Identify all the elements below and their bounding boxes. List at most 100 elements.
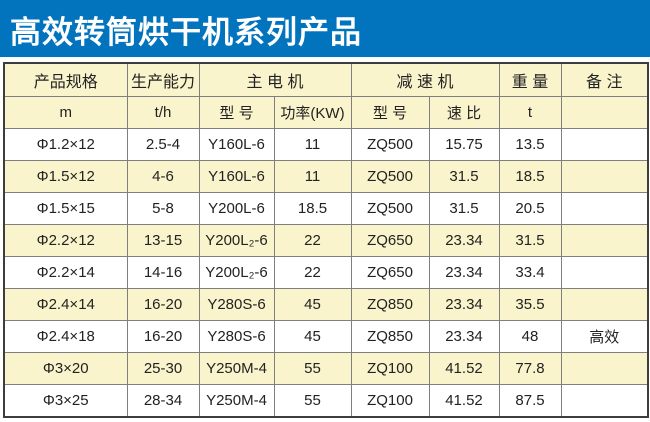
table-row: Φ2.2×12 13-15 Y200L₂-6 22 ZQ650 23.34 31.5 xyxy=(3,224,649,257)
cell-motor-power: 22 xyxy=(273,224,352,257)
cell-weight: 35.5 xyxy=(498,288,562,321)
col-header-remark: 备 注 xyxy=(560,62,649,97)
cell-reducer-model: ZQ500 xyxy=(350,128,430,161)
cell-weight: 13.5 xyxy=(498,128,562,161)
product-spec-table: 产品规格 生产能力 主 电 机 减 速 机 重 量 备 注 m t/h 型 号 … xyxy=(3,62,649,418)
col-header-reducer-ratio: 速 比 xyxy=(428,96,500,129)
cell-remark xyxy=(560,256,649,289)
cell-weight: 18.5 xyxy=(498,160,562,193)
cell-motor-power: 18.5 xyxy=(273,192,352,225)
cell-remark xyxy=(560,384,649,418)
cell-motor-model: Y160L-6 xyxy=(198,128,275,161)
cell-spec: Φ3×25 xyxy=(3,384,128,418)
spec-table-wrap: 产品规格 生产能力 主 电 机 减 速 机 重 量 备 注 m t/h 型 号 … xyxy=(0,57,650,418)
cell-reducer-ratio: 31.5 xyxy=(428,160,500,193)
page-banner: 高效转筒烘干机系列产品 xyxy=(0,0,650,57)
cell-spec: Φ2.4×14 xyxy=(3,288,128,321)
col-header-weight-unit: t xyxy=(498,96,562,129)
cell-reducer-model: ZQ100 xyxy=(350,352,430,385)
cell-spec: Φ2.2×14 xyxy=(3,256,128,289)
cell-motor-power: 55 xyxy=(273,352,352,385)
table-row: Φ1.5×12 4-6 Y160L-6 11 ZQ500 31.5 18.5 xyxy=(3,160,649,193)
cell-capacity: 16-20 xyxy=(126,288,200,321)
cell-reducer-ratio: 15.75 xyxy=(428,128,500,161)
cell-motor-model: Y250M-4 xyxy=(198,384,275,418)
col-header-capacity-unit: t/h xyxy=(126,96,200,129)
cell-reducer-model: ZQ850 xyxy=(350,288,430,321)
col-header-motor: 主 电 机 xyxy=(198,62,352,97)
cell-motor-power: 55 xyxy=(273,384,352,418)
cell-remark xyxy=(560,352,649,385)
col-header-reducer-model: 型 号 xyxy=(350,96,430,129)
cell-weight: 77.8 xyxy=(498,352,562,385)
cell-remark xyxy=(560,192,649,225)
cell-reducer-ratio: 23.34 xyxy=(428,224,500,257)
cell-spec: Φ2.4×18 xyxy=(3,320,128,353)
cell-reducer-ratio: 23.34 xyxy=(428,256,500,289)
cell-motor-model: Y280S-6 xyxy=(198,288,275,321)
cell-reducer-ratio: 31.5 xyxy=(428,192,500,225)
cell-reducer-model: ZQ850 xyxy=(350,320,430,353)
cell-remark: 高效 xyxy=(560,320,649,353)
col-header-spec-unit: m xyxy=(3,96,128,129)
header-unit-row: m t/h 型 号 功率(KW) 型 号 速 比 t xyxy=(3,96,649,129)
cell-reducer-ratio: 41.52 xyxy=(428,384,500,418)
cell-motor-model: Y160L-6 xyxy=(198,160,275,193)
cell-weight: 33.4 xyxy=(498,256,562,289)
cell-motor-model: Y200L₂-6 xyxy=(198,256,275,289)
table-header: 产品规格 生产能力 主 电 机 减 速 机 重 量 备 注 m t/h 型 号 … xyxy=(3,62,649,129)
cell-reducer-ratio: 23.34 xyxy=(428,288,500,321)
table-row: Φ3×20 25-30 Y250M-4 55 ZQ100 41.52 77.8 xyxy=(3,352,649,385)
cell-reducer-model: ZQ100 xyxy=(350,384,430,418)
header-group-row: 产品规格 生产能力 主 电 机 减 速 机 重 量 备 注 xyxy=(3,62,649,97)
cell-reducer-model: ZQ500 xyxy=(350,160,430,193)
cell-spec: Φ1.5×15 xyxy=(3,192,128,225)
cell-capacity: 2.5-4 xyxy=(126,128,200,161)
page-title: 高效转筒烘干机系列产品 xyxy=(10,15,362,50)
cell-reducer-model: ZQ500 xyxy=(350,192,430,225)
cell-capacity: 5-8 xyxy=(126,192,200,225)
cell-motor-model: Y250M-4 xyxy=(198,352,275,385)
cell-motor-power: 11 xyxy=(273,128,352,161)
table-row: Φ2.2×14 14-16 Y200L₂-6 22 ZQ650 23.34 33.4 xyxy=(3,256,649,289)
cell-spec: Φ1.5×12 xyxy=(3,160,128,193)
cell-motor-power: 45 xyxy=(273,320,352,353)
cell-weight: 48 xyxy=(498,320,562,353)
table-body: Φ1.2×12 2.5-4 Y160L-6 11 ZQ500 15.75 13.5 Φ1.5×… xyxy=(3,128,649,418)
cell-reducer-model: ZQ650 xyxy=(350,256,430,289)
col-header-remark-unit xyxy=(560,96,649,129)
cell-remark xyxy=(560,288,649,321)
cell-weight: 87.5 xyxy=(498,384,562,418)
cell-remark xyxy=(560,128,649,161)
cell-motor-model: Y200L₂-6 xyxy=(198,224,275,257)
cell-motor-model: Y200L-6 xyxy=(198,192,275,225)
cell-motor-model: Y280S-6 xyxy=(198,320,275,353)
cell-capacity: 4-6 xyxy=(126,160,200,193)
col-header-reducer: 减 速 机 xyxy=(350,62,500,97)
cell-spec: Φ2.2×12 xyxy=(3,224,128,257)
cell-capacity: 16-20 xyxy=(126,320,200,353)
cell-capacity: 13-15 xyxy=(126,224,200,257)
col-header-capacity: 生产能力 xyxy=(126,62,200,97)
col-header-motor-power: 功率(KW) xyxy=(273,96,352,129)
cell-reducer-ratio: 23.34 xyxy=(428,320,500,353)
table-row: Φ1.5×15 5-8 Y200L-6 18.5 ZQ500 31.5 20.5 xyxy=(3,192,649,225)
table-row: Φ2.4×14 16-20 Y280S-6 45 ZQ850 23.34 35.5 xyxy=(3,288,649,321)
table-row: Φ1.2×12 2.5-4 Y160L-6 11 ZQ500 15.75 13.5 xyxy=(3,128,649,161)
cell-capacity: 25-30 xyxy=(126,352,200,385)
table-row: Φ2.4×18 16-20 Y280S-6 45 ZQ850 23.34 48 高效 xyxy=(3,320,649,353)
col-header-motor-model: 型 号 xyxy=(198,96,275,129)
cell-remark xyxy=(560,160,649,193)
cell-weight: 31.5 xyxy=(498,224,562,257)
col-header-spec: 产品规格 xyxy=(3,62,128,97)
table-row: Φ3×25 28-34 Y250M-4 55 ZQ100 41.52 87.5 xyxy=(3,384,649,418)
cell-reducer-ratio: 41.52 xyxy=(428,352,500,385)
cell-weight: 20.5 xyxy=(498,192,562,225)
cell-reducer-model: ZQ650 xyxy=(350,224,430,257)
cell-motor-power: 22 xyxy=(273,256,352,289)
cell-motor-power: 11 xyxy=(273,160,352,193)
cell-spec: Φ1.2×12 xyxy=(3,128,128,161)
cell-remark xyxy=(560,224,649,257)
col-header-weight: 重 量 xyxy=(498,62,562,97)
cell-capacity: 14-16 xyxy=(126,256,200,289)
